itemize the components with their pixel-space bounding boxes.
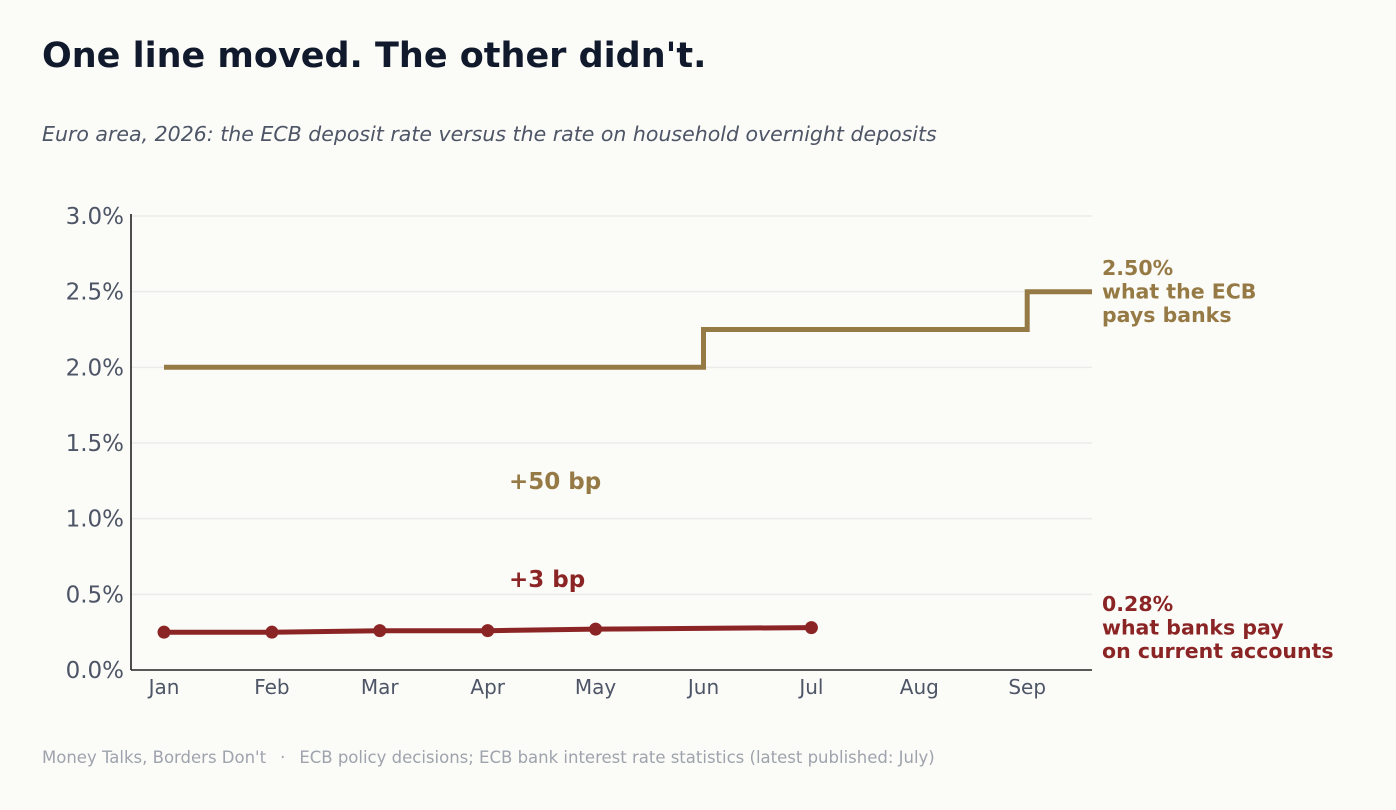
household-data-point [589,622,603,636]
household-data-point [373,624,387,638]
y-tick-label: 0.0% [66,658,124,684]
x-tick-label: Jul [797,675,823,699]
ecb-change-annotation: +50 bp [509,469,601,495]
household-data-point [804,621,818,635]
household-data-point [157,625,171,639]
y-tick-label: 0.5% [66,582,124,608]
y-tick-label: 1.5% [66,431,124,457]
y-tick-label: 2.0% [66,355,124,381]
x-tick-label: Sep [1008,675,1046,699]
y-tick-label: 3.0% [66,204,124,230]
x-tick-label: Jan [147,675,180,699]
axis-layer: 0.0% 0.5% 1.0% 1.5% 2.0% 2.5% 3.0% Jan Feb Mar Apr… [66,204,1092,699]
household-data-point [265,625,279,639]
x-tick-label: Jun [686,675,719,699]
footer-source-name: Money Talks, Borders Don't [42,748,267,767]
household-end-label: on current accounts [1102,639,1334,663]
x-tick-label: May [575,675,617,699]
chart-subtitle: Euro area, 2026: the ECB deposit rate ve… [42,122,937,146]
x-tick-label: Feb [254,675,289,699]
household-data-point [481,624,495,638]
source-footer: Money Talks, Borders Don't · ECB policy de… [42,748,935,767]
household-end-label: 0.28% [1102,592,1173,616]
y-tick-label: 1.0% [66,507,124,533]
ecb-end-label: 2.50% [1102,256,1173,280]
household-change-annotation: +3 bp [509,567,585,593]
x-tick-label: Aug [900,675,939,699]
grid-layer [131,215,1092,596]
y-tick-label: 2.5% [66,280,124,306]
household-end-label: what banks pay [1102,616,1284,640]
footer-separator: · [280,748,286,767]
household-series-line [164,625,812,635]
series-layer [157,289,1092,639]
ecb-end-label: pays banks [1102,303,1232,327]
chart-title: One line moved. The other didn't. [42,36,707,76]
x-tick-label: Mar [361,675,400,699]
ecb-end-label: what the ECB [1102,280,1256,304]
x-tick-label: Apr [470,675,505,699]
ecb-series-line [164,289,1092,370]
footer-source-detail: ECB policy decisions; ECB bank interest … [299,748,935,767]
